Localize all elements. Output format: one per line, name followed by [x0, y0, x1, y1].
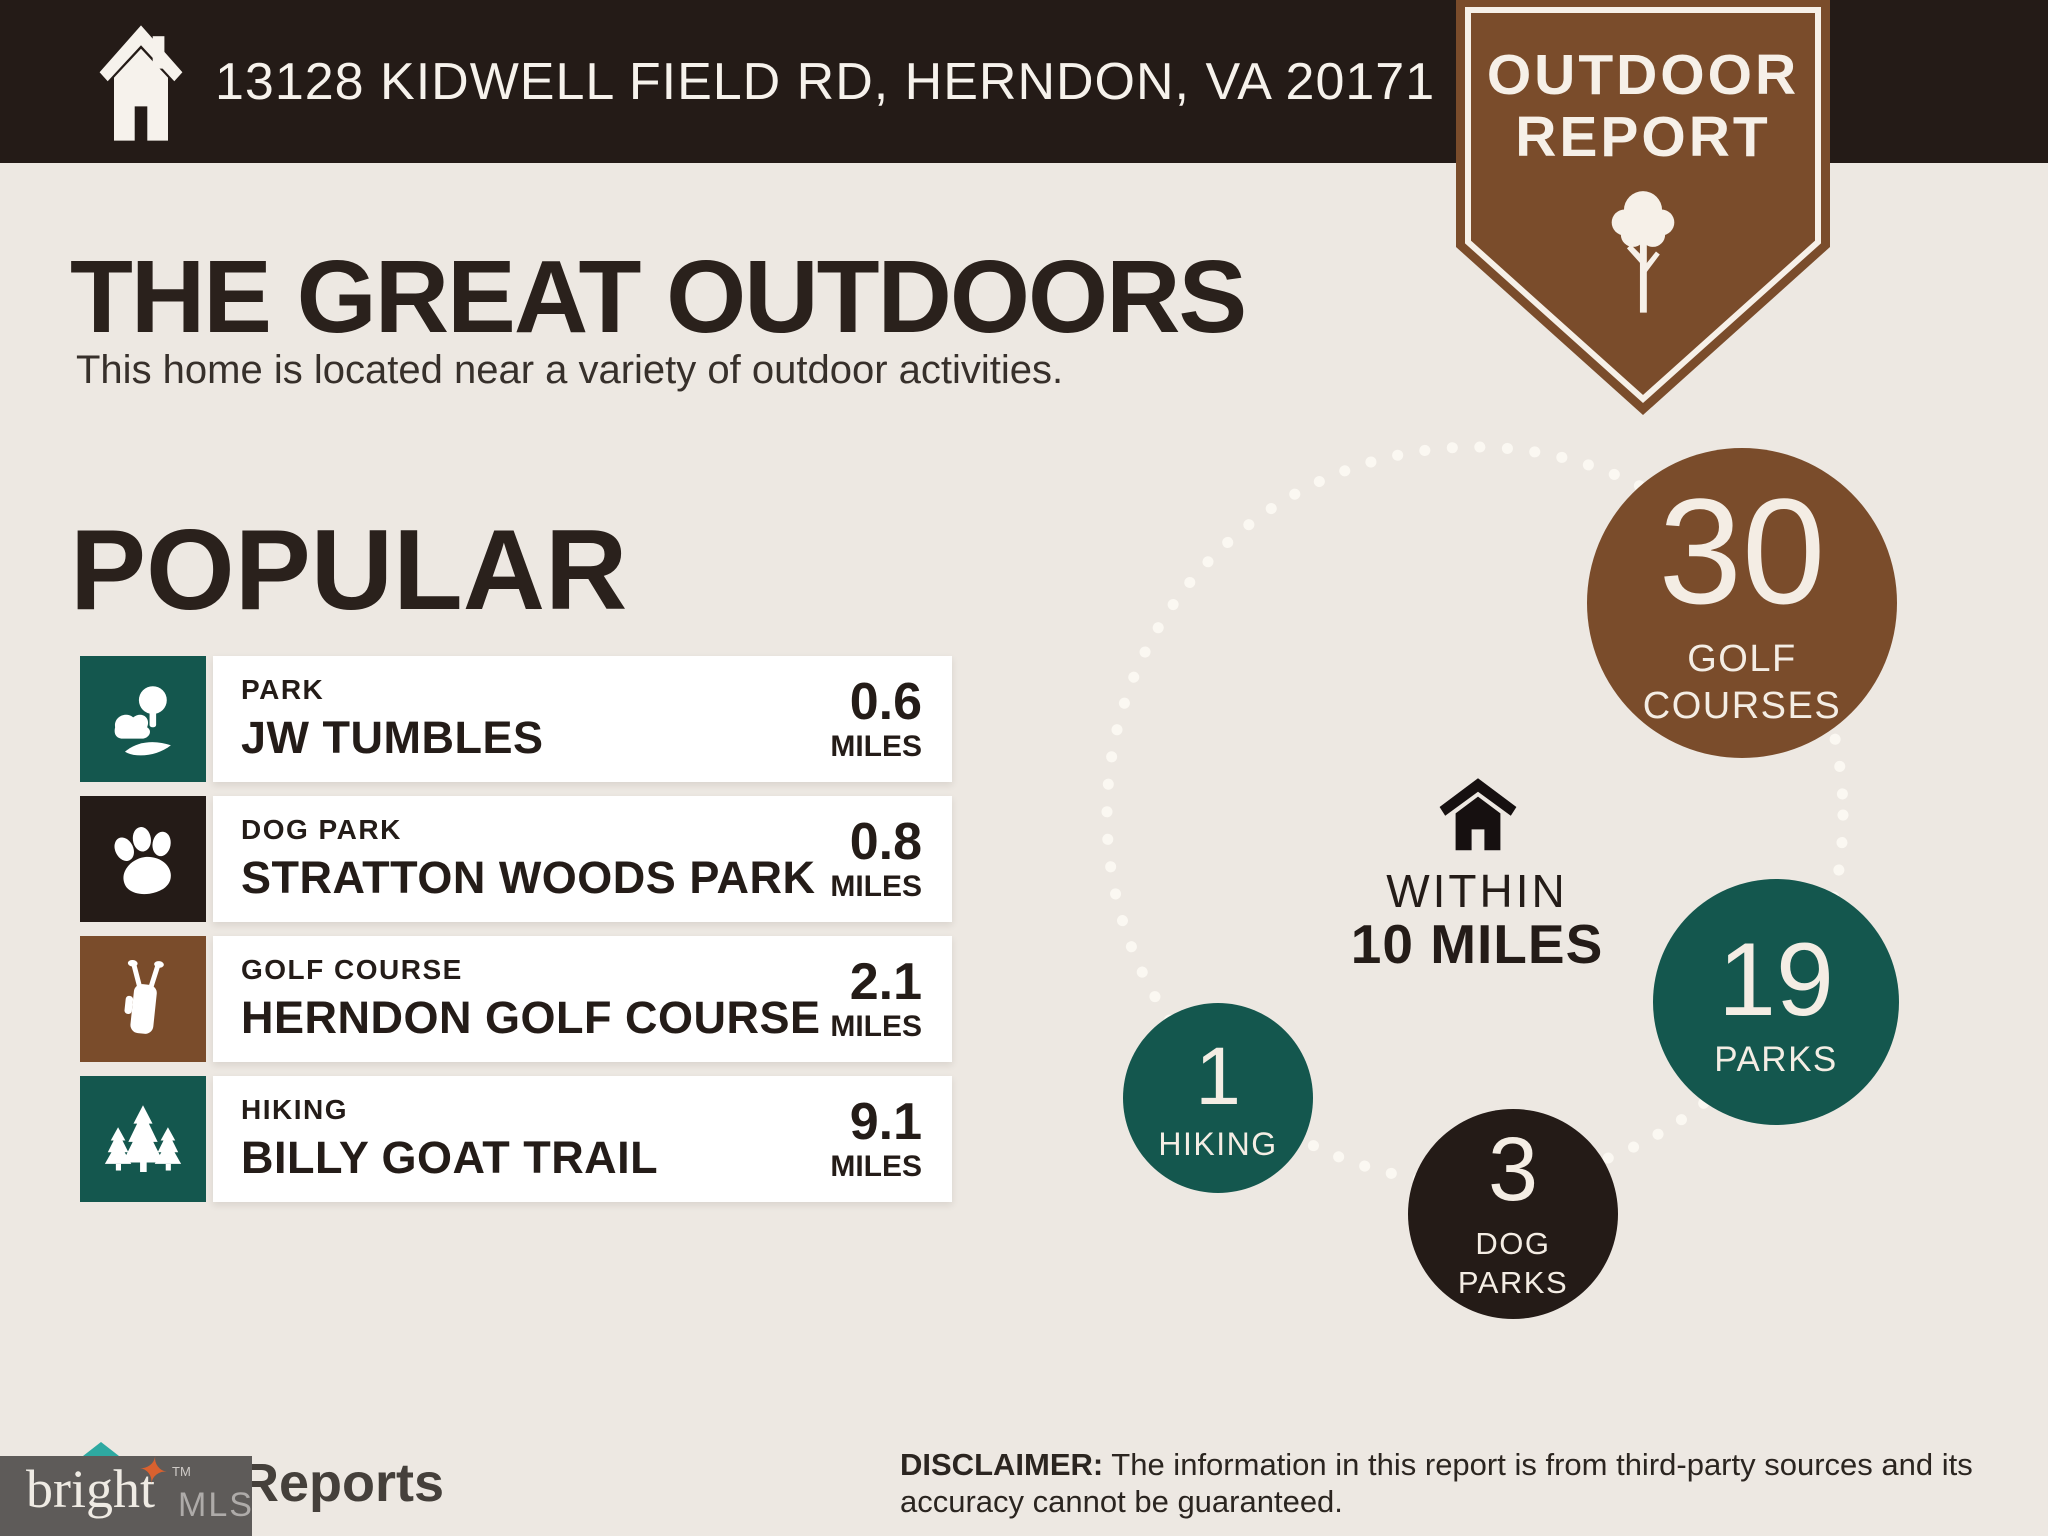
golf-courses-bubble: 30 GOLF COURSES [1587, 448, 1897, 758]
disclaimer-label: DISCLAIMER: [900, 1447, 1104, 1482]
popular-heading: POPULAR [70, 507, 628, 634]
golf-courses-count: 30 [1658, 466, 1826, 635]
dog-parks-count: 3 [1487, 1120, 1539, 1221]
ribbon-title-line1: OUTDOOR [1486, 43, 1800, 107]
item-name: HERNDON GOLF COURSE [241, 992, 821, 1043]
park-icon-box [80, 656, 206, 782]
bright-mls-watermark: bright ✦ TM MLS [0, 1448, 254, 1536]
list-item-hiking: HIKING BILLY GOAT TRAIL 9.1 MILES [80, 1076, 952, 1202]
dog-parks-label-line2: PARKS [1457, 1265, 1569, 1300]
item-distance-unit: MILES [830, 1010, 922, 1043]
list-item-dog-park: DOG PARK STRATTON WOODS PARK 0.8 MILES [80, 796, 952, 922]
page-subtitle: This home is located near a variety of o… [76, 348, 1064, 392]
park-card: PARK JW TUMBLES 0.6 MILES [213, 656, 952, 782]
item-category: DOG PARK [241, 814, 402, 845]
item-distance: 9.1 [849, 1093, 922, 1151]
page-title: THE GREAT OUTDOORS [70, 239, 1247, 354]
tree-icon [1611, 191, 1675, 313]
item-distance-unit: MILES [830, 870, 922, 903]
golf-bag-icon [124, 959, 164, 1034]
item-name: BILLY GOAT TRAIL [241, 1132, 659, 1183]
park-icon [114, 686, 171, 756]
pine-trees-icon [104, 1105, 182, 1172]
item-distance: 0.8 [849, 813, 922, 871]
item-distance-unit: MILES [830, 1150, 922, 1183]
hiking-bubble: 1 HIKING [1123, 1003, 1313, 1193]
item-category: HIKING [241, 1094, 348, 1125]
popular-list: PARK JW TUMBLES 0.6 MILES [80, 656, 952, 1216]
trademark-mark: TM [172, 1464, 191, 1479]
paw-icon [114, 827, 171, 895]
hiking-icon-box [80, 1076, 206, 1202]
mls-suffix: MLS [178, 1486, 254, 1524]
golf-courses-label-line1: GOLF [1687, 637, 1797, 680]
home-location-icon [1439, 778, 1517, 851]
disclaimer-text-line2: accuracy cannot be guaranteed. [900, 1484, 1343, 1519]
disclaimer: DISCLAIMER: The information in this repo… [900, 1446, 2015, 1520]
parks-count: 19 [1718, 921, 1834, 1038]
item-name: JW TUMBLES [241, 712, 544, 763]
hidden-logo-roof-icon [83, 1442, 119, 1456]
item-distance: 0.6 [849, 673, 922, 731]
item-distance-unit: MILES [830, 730, 922, 763]
dog-parks-bubble: 3 DOG PARKS [1408, 1109, 1618, 1319]
bright-mls-brand: bright [26, 1459, 155, 1519]
golf-courses-label-line2: COURSES [1642, 685, 1842, 727]
hiking-label: HIKING [1158, 1126, 1278, 1162]
item-distance: 2.1 [849, 953, 922, 1011]
dog-parks-label-line1: DOG [1475, 1226, 1551, 1262]
property-address: 13128 KIDWELL FIELD RD, HERNDON, VA 2017… [215, 53, 1436, 111]
list-item-golf-course: GOLF COURSE HERNDON GOLF COURSE 2.1 MILE… [80, 936, 952, 1062]
ribbon-title-line2: REPORT [1515, 105, 1771, 169]
disclaimer-text-line1: The information in this report is from t… [1111, 1447, 1973, 1482]
within-label: WITHIN [1386, 865, 1568, 917]
home-icon [99, 25, 183, 141]
item-category: GOLF COURSE [241, 954, 463, 985]
parks-bubble: 19 PARKS [1653, 879, 1899, 1125]
parks-label: PARKS [1714, 1039, 1838, 1079]
dog-park-icon-box [80, 796, 206, 922]
item-category: PARK [241, 674, 325, 705]
list-item-park: PARK JW TUMBLES 0.6 MILES [80, 656, 952, 782]
golf-course-icon-box [80, 936, 206, 1062]
golf-course-card: GOLF COURSE HERNDON GOLF COURSE 2.1 MILE… [213, 936, 952, 1062]
reports-logo-text: Reports [240, 1453, 445, 1513]
sparkle-star-icon: ✦ [135, 1448, 171, 1493]
hiking-count: 1 [1195, 1031, 1241, 1122]
hiking-card: HIKING BILLY GOAT TRAIL 9.1 MILES [213, 1076, 952, 1202]
dog-park-card: DOG PARK STRATTON WOODS PARK 0.8 MILES [213, 796, 952, 922]
item-name: STRATTON WOODS PARK [241, 852, 816, 903]
within-distance-label: 10 MILES [1350, 913, 1604, 975]
